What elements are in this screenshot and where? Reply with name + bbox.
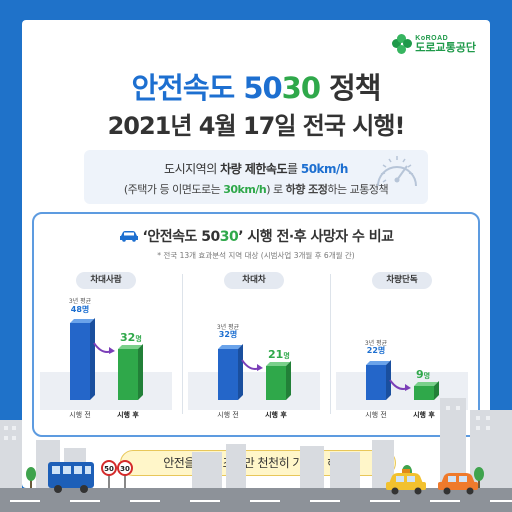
after-value-label: 32명: [120, 330, 142, 344]
bar-after: [414, 380, 439, 400]
bar-before: [218, 343, 243, 400]
panel-title: 차대사람: [76, 272, 136, 289]
speed-gauge-icon: [377, 156, 417, 187]
before-value-label: 3년 평균 22명: [364, 339, 388, 356]
x-label-after: 시행 후: [265, 411, 287, 419]
comparison-heading: ‘안전속도 5030’ 시행 전·후 사망자 수 비교: [34, 226, 478, 246]
bar-before: [70, 318, 95, 400]
arrow-icon: [93, 342, 115, 354]
panel-title: 차대차: [224, 272, 284, 289]
panel-floor: [40, 372, 172, 410]
infographic-card: KoROAD 도로교통공단 안전속도 5030 정책 2021년 4월 17일 …: [22, 20, 490, 488]
policy-line-1: 도시지역의 차량 제한속도를 50km/h: [164, 162, 348, 176]
x-label-after: 시행 후: [413, 411, 435, 419]
sub-title: 2021년 4월 17일 전국 시행!: [107, 112, 406, 140]
bar-before: [366, 359, 391, 400]
panel-floor: [188, 372, 320, 410]
before-value-label: 3년 평균 48명: [68, 298, 92, 314]
policy-box: 도시지역의 차량 제한속도를 50km/h (주택가 등 이면도로는 30km/…: [84, 150, 428, 204]
car-icon: [119, 231, 138, 242]
panel-title: 차량단독: [372, 272, 432, 289]
logo-clover-icon: [392, 34, 413, 54]
arrow-icon: [389, 379, 411, 391]
bar-after: [266, 361, 291, 400]
arrow-icon: [241, 359, 263, 372]
footer-message: 안전을 위해 조금만 천천히 가기로 해요!: [120, 450, 396, 476]
x-label-after: 시행 후: [117, 411, 139, 419]
logo-text-ko: 도로교통공단: [415, 41, 476, 54]
koroad-logo: KoROAD 도로교통공단: [392, 34, 476, 54]
after-value-label: 21명: [268, 348, 290, 362]
bar-after: [118, 343, 143, 400]
comparison-box: ‘안전속도 5030’ 시행 전·후 사망자 수 비교 * 전국 13개 효과분…: [32, 212, 480, 437]
x-label-before: 시행 전: [365, 411, 387, 419]
main-title: 안전속도 5030 정책: [131, 71, 381, 105]
x-label-before: 시행 전: [69, 411, 91, 419]
before-value-label: 3년 평균 32명: [216, 323, 240, 340]
logo-text-en: KoROAD: [415, 35, 449, 42]
comparison-note: * 전국 13개 효과분석 지역 대상 (시범사업 3개월 후 6개월 간): [157, 251, 355, 260]
x-label-before: 시행 전: [217, 411, 239, 419]
after-value-label: 9명: [416, 367, 431, 381]
policy-line-2: (주택가 등 이면도로는 30km/h) 로 하향 조정하는 교통정책: [123, 183, 389, 196]
